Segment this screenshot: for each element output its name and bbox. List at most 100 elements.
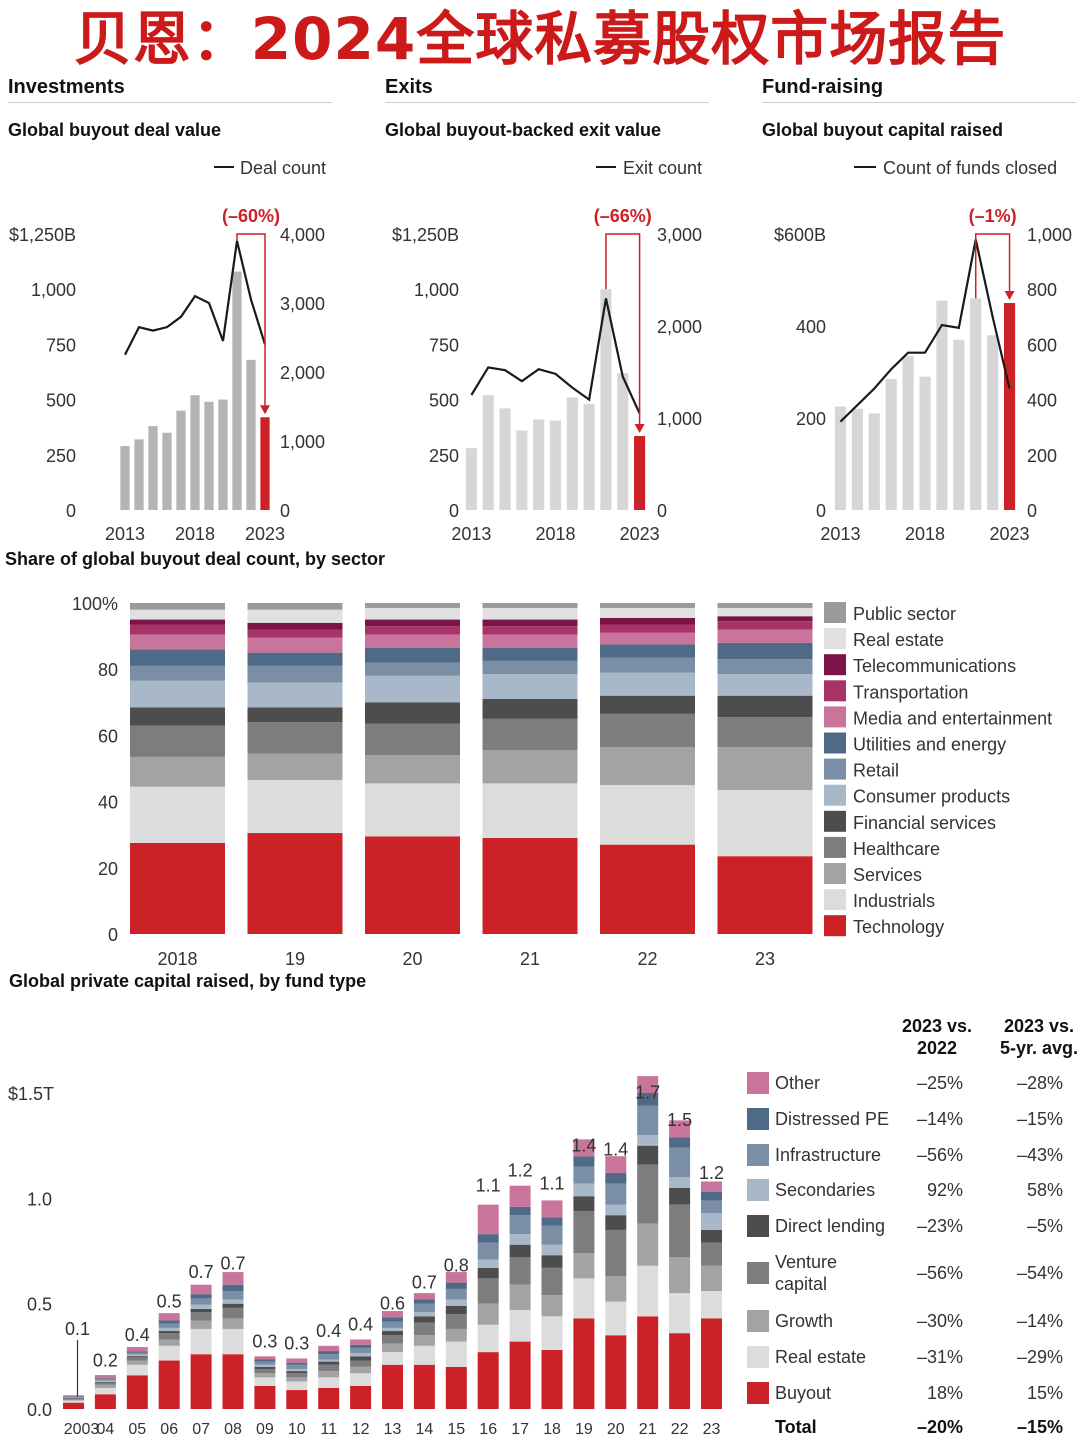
segment-venture-capital <box>126 1357 148 1361</box>
x-tick-label: 11 <box>320 1421 337 1438</box>
segment-venture-capital <box>637 1164 659 1224</box>
segment-other <box>254 1356 276 1360</box>
segment-secondaries <box>190 1304 212 1309</box>
segment-consumer-products <box>365 675 460 703</box>
segment-distressed-pe <box>222 1284 244 1292</box>
y2-tick-label: 0 <box>1027 501 1037 521</box>
segment-direct-lending <box>637 1145 659 1165</box>
segment-services <box>247 753 343 781</box>
table-cell-vs5yr: –29% <box>1017 1347 1063 1367</box>
bar-2020 <box>583 404 595 510</box>
segment-buyout <box>445 1366 467 1409</box>
legend-swatch <box>824 810 846 832</box>
x-tick-label: 18 <box>543 1421 561 1438</box>
chart-title-sector: Share of global buyout deal count, by se… <box>5 549 386 569</box>
segment-direct-lending <box>382 1331 403 1336</box>
legend-swatch <box>824 706 846 728</box>
segment-buyout <box>541 1350 563 1409</box>
x-tick-label: 17 <box>511 1421 529 1438</box>
y2-tick-label: 3,000 <box>657 225 702 245</box>
segment-direct-lending <box>254 1366 276 1369</box>
segment-retail <box>247 665 343 683</box>
x-tick-label: 04 <box>97 1421 115 1438</box>
segment-distressed-pe <box>382 1317 403 1322</box>
segment-services <box>482 750 578 784</box>
y2-tick-label: 1,000 <box>1027 225 1072 245</box>
segment-direct-lending <box>541 1255 563 1268</box>
segment-consumer-products <box>247 682 343 708</box>
legend-swatch <box>824 784 846 806</box>
total-label: 0.4 <box>348 1314 373 1334</box>
segment-secondaries <box>701 1213 722 1230</box>
segment-secondaries <box>222 1299 244 1304</box>
bar-2023 <box>260 417 270 510</box>
bar-2016 <box>162 432 172 510</box>
y-tick-label: $600B <box>774 225 826 245</box>
segment-other <box>669 1120 691 1138</box>
segment-real-estate <box>222 1328 244 1355</box>
annotation-bracket <box>605 233 641 429</box>
segment-buyout <box>286 1390 308 1409</box>
segment-buyout <box>477 1352 499 1409</box>
x-tick-label: 2023 <box>620 524 660 544</box>
segment-real-estate <box>158 1345 180 1361</box>
segment-distressed-pe <box>350 1344 372 1348</box>
total-label: 0.7 <box>220 1253 245 1273</box>
segment-venture-capital <box>63 1398 84 1400</box>
table-cell-vs5yr: –43% <box>1017 1145 1063 1165</box>
segment-other <box>509 1185 531 1207</box>
total-label: 0.3 <box>252 1331 277 1351</box>
segment-growth <box>190 1320 212 1329</box>
segment-distressed-pe <box>637 1093 659 1106</box>
segment-services <box>717 746 813 791</box>
bar-2014 <box>851 408 863 510</box>
legend-swatch <box>747 1310 769 1332</box>
segment-other <box>222 1272 244 1285</box>
segment-venture-capital <box>701 1242 722 1266</box>
segment-transportation <box>247 629 343 638</box>
segment-telecommunications <box>247 622 343 630</box>
legend-label: Other <box>775 1073 820 1093</box>
bar-2022 <box>246 359 256 510</box>
segment-venture-capital <box>350 1360 372 1367</box>
segment-real-estate <box>637 1265 659 1317</box>
bar-2021 <box>600 289 612 510</box>
bar-2023 <box>1003 303 1016 510</box>
segment-retail <box>600 657 695 673</box>
segment-telecommunications <box>482 619 578 627</box>
segment-real-estate <box>701 1291 722 1319</box>
segment-infrastructure <box>94 1379 116 1381</box>
legend-swatch <box>824 915 846 937</box>
bar-2017 <box>533 419 545 510</box>
segment-direct-lending <box>158 1331 180 1334</box>
segment-secondaries <box>94 1380 116 1382</box>
chart-title-investments: Global buyout deal value <box>8 120 222 140</box>
segment-growth <box>477 1303 499 1325</box>
legend-label: Financial services <box>853 813 996 833</box>
segment-venture-capital <box>445 1314 467 1329</box>
segment-venture-capital <box>573 1210 595 1254</box>
segment-direct-lending <box>350 1356 372 1361</box>
segment-retail <box>717 659 813 675</box>
legend-label: capital <box>775 1274 827 1294</box>
segment-secondaries <box>254 1364 276 1367</box>
legend-label: Count of funds closed <box>883 158 1057 178</box>
segment-technology <box>717 856 813 934</box>
segment-direct-lending <box>190 1308 212 1313</box>
x-tick-label: 20 <box>402 949 422 969</box>
y2-tick-label: 4,000 <box>280 225 325 245</box>
annotation-arrow <box>260 405 270 415</box>
segment-secondaries <box>126 1354 148 1357</box>
x-tick-label: 2013 <box>820 524 860 544</box>
segment-technology <box>600 844 695 934</box>
total-label: 1.2 <box>508 1161 533 1181</box>
segment-utilities-and-energy <box>130 649 225 666</box>
total-label: 0.3 <box>284 1333 309 1353</box>
segment-growth <box>126 1360 148 1365</box>
bar-2022 <box>987 335 999 510</box>
segment-infrastructure <box>445 1288 467 1300</box>
total-label: 1.4 <box>603 1140 628 1160</box>
segment-consumer-products <box>600 672 695 696</box>
segment-healthcare <box>247 722 343 754</box>
table-cell-vs2022: –56% <box>917 1263 963 1283</box>
